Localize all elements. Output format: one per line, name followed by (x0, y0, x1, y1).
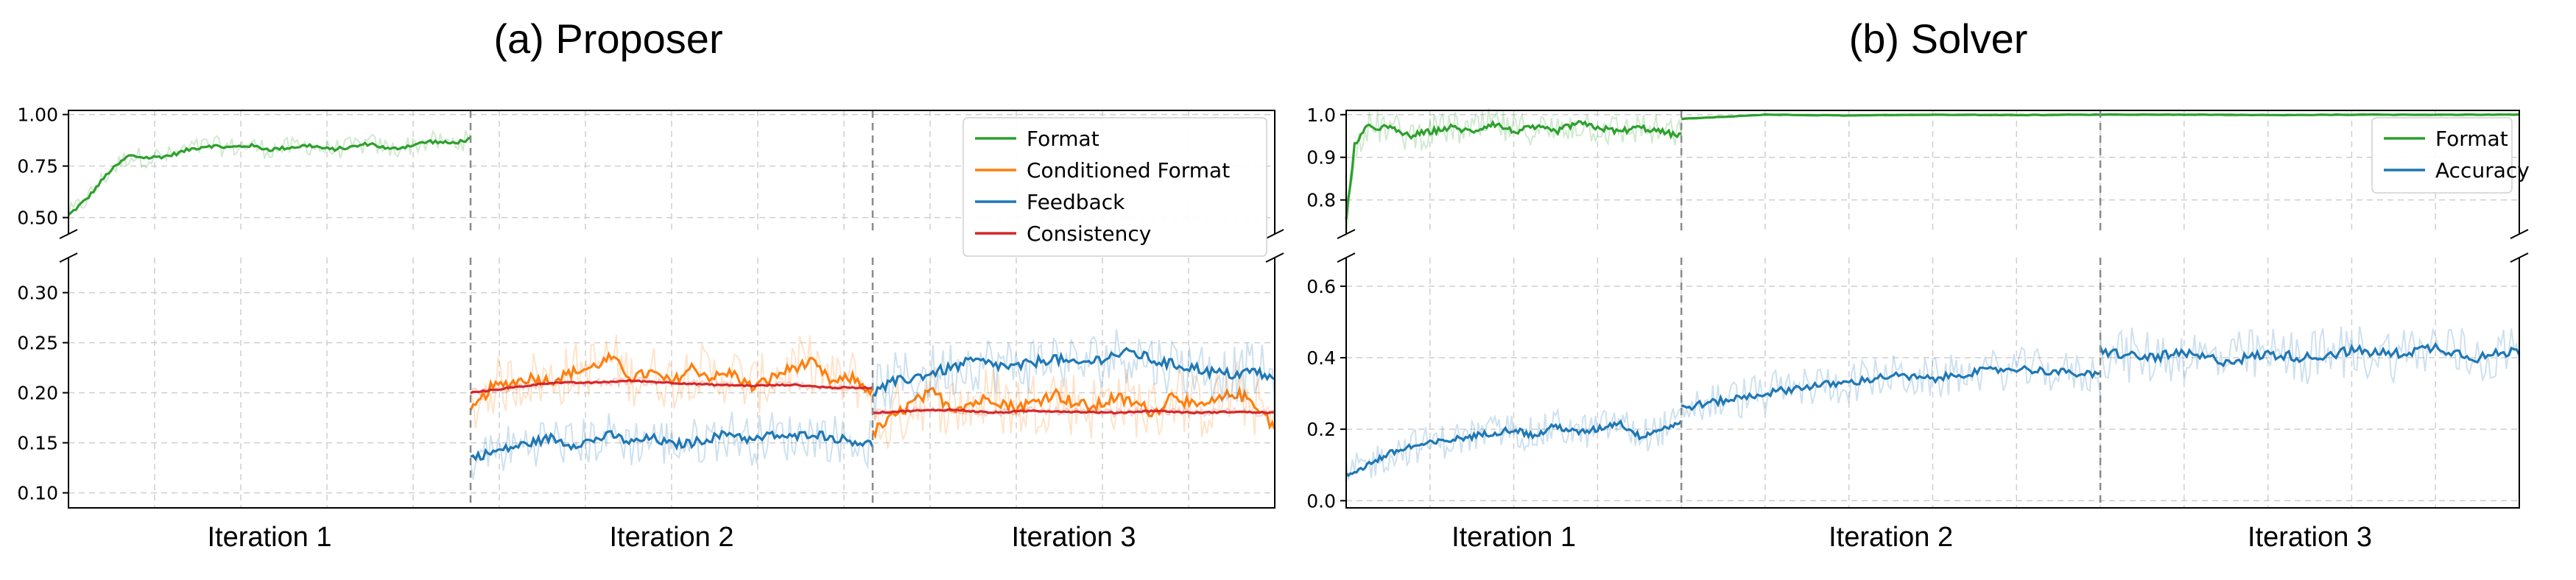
axis-break-mark (2510, 229, 2529, 239)
axis-break-mark (59, 252, 78, 263)
iteration-label: Iteration 2 (1829, 522, 1953, 553)
series-line (470, 430, 874, 462)
y-tick-label: 0.4 (1306, 347, 1336, 369)
y-tick-label: 0.9 (1306, 147, 1336, 169)
legend-entry: Accuracy (2435, 158, 2530, 183)
legend: Format Conditioned Format Feedback Consiste… (963, 117, 1267, 257)
y-tick-label: 0.0 (1306, 490, 1336, 512)
legend-entry: Format (1027, 127, 1099, 151)
series-noise (872, 361, 1275, 449)
y-tick-label: 0.20 (17, 383, 58, 404)
series-line (871, 385, 1276, 440)
chart-solver: (b) Solver 1.0 0.9 0.8 0.6 0.4 0.2 0.0 Iteration… (1306, 15, 2530, 553)
axis-break-mark (1337, 252, 1356, 263)
series-noise (470, 411, 873, 480)
iteration-label: Iteration 3 (2248, 522, 2372, 553)
y-tick-label: 0.75 (17, 156, 58, 177)
chart-title: (b) Solver (1849, 15, 2028, 62)
upper-frame (68, 110, 1275, 234)
y-tick-label: 0.10 (17, 483, 58, 504)
series-line (872, 347, 1275, 397)
axis-break-mark (1337, 229, 1356, 239)
y-tick-label: 0.6 (1306, 276, 1336, 297)
lower-frame (68, 258, 1275, 509)
axis-break-mark (59, 229, 78, 239)
iteration-label: Iteration 3 (1012, 522, 1136, 553)
y-tick-label: 0.50 (17, 208, 58, 229)
series-noise (1681, 346, 2102, 420)
lower-grid (68, 258, 1275, 508)
legend: Format Accuracy (2371, 117, 2530, 194)
series-noise (2100, 326, 2520, 384)
series-feedback (470, 329, 1275, 480)
legend-entry: Feedback (1027, 190, 1125, 214)
axis-break-mark (1265, 229, 1284, 239)
series-line (1681, 364, 2101, 411)
series-noise (1345, 407, 1682, 482)
chart-proposer: (a) Proposer 1.00 0.75 0.50 0.30 0.25 0.20 0.15… (17, 15, 1284, 553)
series-line (2099, 342, 2521, 368)
series-line (872, 408, 1275, 415)
lower-grid (1346, 258, 2519, 508)
axis-break-mark (2510, 252, 2529, 263)
legend-entry: Consistency (1027, 222, 1151, 246)
y-tick-label: 0.8 (1306, 190, 1336, 211)
series-accuracy (1345, 326, 2521, 482)
series-noise (68, 129, 471, 220)
y-tick-label: 1.0 (1306, 105, 1336, 126)
series-line (1345, 419, 1683, 478)
series-format (67, 129, 471, 220)
lower-frame (1345, 258, 2520, 509)
series-line (1345, 119, 1682, 220)
series-consistency (470, 376, 1275, 419)
chart-title: (a) Proposer (493, 15, 722, 62)
y-tick-label: 0.30 (17, 283, 58, 304)
legend-entry: Conditioned Format (1027, 158, 1230, 183)
iteration-label: Iteration 1 (208, 522, 332, 553)
y-tick-label: 0.25 (17, 333, 58, 354)
legend-box (963, 117, 1267, 257)
y-tick-label: 0.15 (17, 433, 58, 454)
legend-entry: Format (2435, 127, 2508, 151)
y-tick-label: 0.2 (1306, 419, 1336, 440)
axis-break-mark (1265, 252, 1284, 263)
iteration-label: Iteration 2 (610, 522, 734, 553)
legend-box (2371, 117, 2513, 194)
iteration-label: Iteration 1 (1451, 522, 1576, 553)
series-noise (1345, 107, 1683, 238)
series-line (67, 136, 471, 216)
y-tick-label: 1.00 (17, 105, 58, 126)
series-line (470, 378, 873, 395)
upper-frame (1345, 110, 2520, 234)
